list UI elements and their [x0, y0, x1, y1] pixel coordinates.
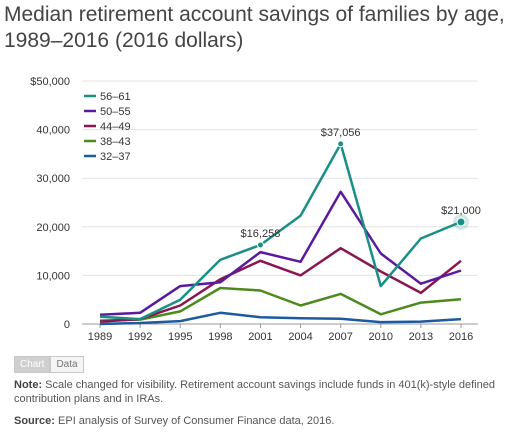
data-label: $37,056: [321, 127, 361, 139]
legend-label: 38–43: [100, 136, 131, 148]
x-tick-label: 1995: [168, 331, 192, 343]
legend-label: 56–61: [100, 91, 131, 103]
x-axis-ticks: 1989 1992 1995 1998 2001 2004 2007 2010 2013 2016: [88, 324, 473, 343]
annotation-point: [256, 241, 264, 249]
line-chart: 0 10,000 20,000 30,000 40,000 $50,000 1989 199…: [30, 76, 481, 343]
grid-lines: [82, 80, 478, 325]
source-text: EPI analysis of Survey of Consumer Finan…: [54, 415, 335, 427]
y-tick-label: $50,000: [30, 76, 70, 88]
legend-label: 44–49: [100, 121, 131, 133]
chart-source: Source: EPI analysis of Survey of Consum…: [14, 414, 524, 428]
y-tick-label: 20,000: [36, 222, 70, 234]
annotation-point: [456, 217, 466, 227]
tab-data[interactable]: Data: [50, 356, 84, 373]
view-tabs: Chart Data: [14, 356, 84, 373]
note-text: Scale changed for visibility. Retirement…: [14, 379, 495, 405]
series-line: [99, 246, 462, 323]
x-tick-label: 1989: [88, 331, 112, 343]
series-line: [99, 311, 462, 326]
x-tick-label: 2007: [328, 331, 352, 343]
note-label: Note:: [14, 379, 43, 391]
data-label: $21,000: [441, 205, 481, 217]
annotations: $16,258 $37,056 $21,000: [241, 127, 481, 249]
y-tick-label: 0: [64, 319, 70, 331]
legend-label: 50–55: [100, 106, 131, 118]
tab-chart[interactable]: Chart: [14, 356, 51, 373]
y-axis-ticks: 0 10,000 20,000 30,000 40,000 $50,000: [30, 76, 70, 331]
annotation-point: [337, 140, 345, 148]
x-tick-label: 2001: [248, 331, 272, 343]
series-line: [99, 142, 462, 321]
x-tick-label: 2013: [409, 331, 433, 343]
series-line: [99, 286, 462, 322]
x-tick-label: 2016: [449, 331, 473, 343]
x-tick-label: 2010: [369, 331, 393, 343]
chart-note: Note: Scale changed for visibility. Reti…: [14, 378, 524, 406]
legend-label: 32–37: [100, 151, 131, 163]
series-line: [99, 190, 462, 317]
source-label: Source:: [14, 415, 55, 427]
legend: 56–61 50–55 44–49 38–43 32–37: [84, 91, 131, 163]
x-tick-label: 1998: [208, 331, 232, 343]
chart-title: Median retirement account savings of fam…: [4, 3, 505, 52]
x-tick-label: 2004: [288, 331, 312, 343]
series-lines: [99, 142, 462, 326]
x-tick-label: 1992: [128, 331, 152, 343]
y-tick-label: 10,000: [36, 270, 70, 282]
data-label: $16,258: [241, 228, 281, 240]
y-tick-label: 30,000: [36, 173, 70, 185]
y-tick-label: 40,000: [36, 125, 70, 137]
